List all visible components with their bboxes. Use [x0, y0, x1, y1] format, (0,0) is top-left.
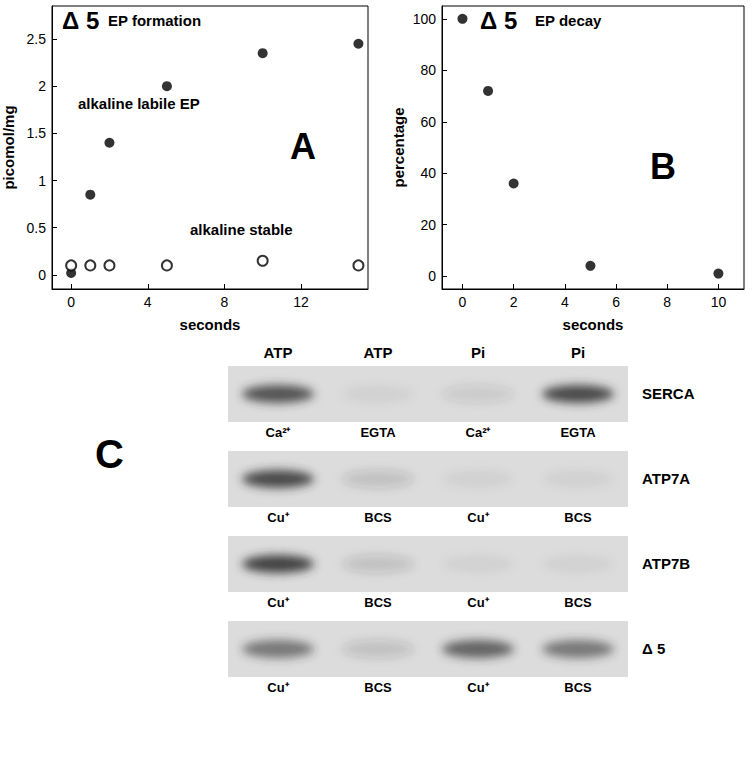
- svg-text:12: 12: [293, 294, 309, 310]
- svg-text:percentage: percentage: [390, 107, 407, 187]
- svg-text:seconds: seconds: [180, 316, 241, 333]
- svg-text:1.5: 1.5: [27, 125, 47, 141]
- svg-text:Cu⁺: Cu⁺: [467, 510, 489, 525]
- svg-text:Cu⁺: Cu⁺: [267, 595, 289, 610]
- svg-text:4: 4: [561, 294, 569, 310]
- svg-text:A: A: [290, 126, 316, 167]
- svg-text:BCS: BCS: [564, 595, 592, 610]
- svg-text:Pi: Pi: [571, 344, 585, 361]
- svg-text:EP decay: EP decay: [535, 12, 602, 29]
- svg-text:40: 40: [420, 165, 436, 181]
- svg-text:60: 60: [420, 114, 436, 130]
- svg-text:BCS: BCS: [364, 680, 392, 695]
- svg-text:Cu⁺: Cu⁺: [267, 510, 289, 525]
- svg-text:20: 20: [420, 217, 436, 233]
- svg-text:Cu⁺: Cu⁺: [267, 680, 289, 695]
- svg-text:SERCA: SERCA: [642, 385, 695, 402]
- svg-text:8: 8: [220, 294, 228, 310]
- svg-text:2: 2: [38, 78, 46, 94]
- svg-text:80: 80: [420, 62, 436, 78]
- svg-text:EP formation: EP formation: [108, 12, 201, 29]
- svg-text:8: 8: [663, 294, 671, 310]
- svg-text:picomol/mg: picomol/mg: [0, 105, 17, 189]
- svg-text:ATP: ATP: [264, 344, 293, 361]
- svg-text:Ca²⁺: Ca²⁺: [466, 425, 492, 440]
- svg-text:2: 2: [510, 294, 518, 310]
- svg-text:EGTA: EGTA: [560, 425, 596, 440]
- svg-text:seconds: seconds: [563, 316, 624, 333]
- svg-text:Δ 5: Δ 5: [62, 7, 99, 34]
- svg-text:BCS: BCS: [564, 680, 592, 695]
- svg-text:1: 1: [38, 173, 46, 189]
- svg-text:2.5: 2.5: [27, 31, 47, 47]
- svg-text:EGTA: EGTA: [360, 425, 396, 440]
- svg-text:C: C: [95, 432, 124, 476]
- svg-text:Δ 5: Δ 5: [642, 640, 665, 657]
- svg-text:Cu⁺: Cu⁺: [467, 595, 489, 610]
- svg-text:0.5: 0.5: [27, 220, 47, 236]
- svg-text:4: 4: [144, 294, 152, 310]
- svg-text:0: 0: [459, 294, 467, 310]
- svg-text:0: 0: [67, 294, 75, 310]
- svg-text:ATP7A: ATP7A: [642, 470, 690, 487]
- svg-text:BCS: BCS: [564, 510, 592, 525]
- svg-text:B: B: [650, 146, 676, 187]
- svg-text:0: 0: [38, 267, 46, 283]
- svg-text:ATP: ATP: [364, 344, 393, 361]
- svg-text:alkaline labile EP: alkaline labile EP: [78, 95, 200, 112]
- svg-text:6: 6: [612, 294, 620, 310]
- svg-text:ATP7B: ATP7B: [642, 555, 690, 572]
- svg-text:100: 100: [413, 11, 437, 27]
- svg-text:BCS: BCS: [364, 510, 392, 525]
- svg-text:Δ 5: Δ 5: [480, 7, 517, 34]
- svg-text:alkaline stable: alkaline stable: [190, 221, 293, 238]
- svg-text:10: 10: [711, 294, 727, 310]
- svg-text:Pi: Pi: [471, 344, 485, 361]
- svg-text:Cu⁺: Cu⁺: [467, 680, 489, 695]
- svg-text:0: 0: [428, 268, 436, 284]
- svg-text:Ca²⁺: Ca²⁺: [266, 425, 292, 440]
- svg-text:BCS: BCS: [364, 595, 392, 610]
